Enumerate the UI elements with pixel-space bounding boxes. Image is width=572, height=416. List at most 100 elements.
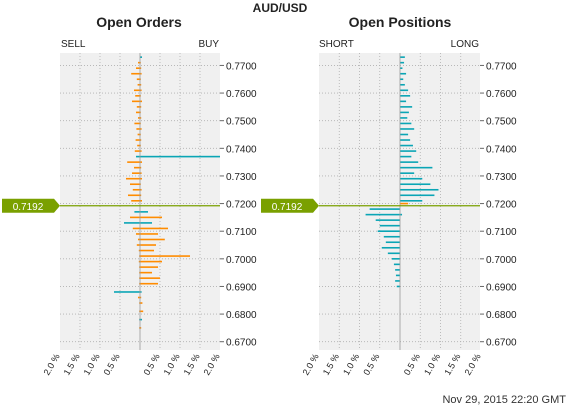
- bar-right: [400, 128, 415, 130]
- percent-tick-label: 0.5 %: [142, 352, 162, 377]
- price-tick-label: 0.7600: [486, 89, 517, 100]
- orders-panel: 0.7700 0.7600 0.7500 0.7400 0.7300 0.7200 0.71…: [42, 53, 257, 377]
- bar-left: [138, 260, 140, 263]
- bar-left: [383, 235, 400, 238]
- bar-left: [377, 230, 400, 232]
- bar-left: [130, 183, 140, 186]
- bar-left: [136, 111, 140, 114]
- bar-right: [140, 266, 158, 268]
- percent-tick-label: 1.0 %: [341, 352, 361, 377]
- panel-title-orders: Open Orders: [96, 14, 182, 30]
- bar-left: [124, 222, 140, 224]
- bar-right: [400, 150, 417, 152]
- price-tick-label: 0.7300: [486, 172, 517, 183]
- bar-right: [140, 271, 152, 274]
- bar-right: [140, 56, 142, 58]
- bar-right: [140, 277, 160, 279]
- bar-left: [127, 161, 140, 163]
- bar-right: [140, 166, 142, 169]
- bar-left: [132, 172, 140, 174]
- bar-left: [137, 83, 140, 86]
- bar-right: [400, 166, 433, 169]
- bar-right: [400, 122, 412, 125]
- bar-right: [140, 249, 154, 252]
- bar-right: [140, 310, 144, 313]
- bar-left: [136, 106, 140, 108]
- plot-background: [319, 53, 480, 350]
- price-tick-label: 0.7600: [226, 89, 257, 100]
- bar-right: [140, 291, 142, 293]
- bar-left: [379, 224, 400, 227]
- bar-right: [140, 282, 158, 285]
- price-tick-label: 0.6800: [226, 310, 257, 321]
- bar-right: [400, 200, 423, 202]
- price-tick-label: 0.7400: [486, 144, 517, 155]
- price-tick-label: 0.7000: [486, 255, 517, 266]
- bar-left: [138, 296, 140, 299]
- price-tick-label: 0.6700: [226, 338, 257, 349]
- bar-right: [140, 200, 142, 202]
- bar-right: [400, 172, 415, 174]
- current-price-label: 0.7192: [272, 202, 303, 213]
- price-tick-label: 0.7100: [486, 227, 517, 238]
- bar-right: [400, 144, 413, 147]
- bar-right: [400, 61, 405, 64]
- bar-left: [131, 72, 140, 75]
- panel-left-label-positions: SHORT: [319, 39, 354, 50]
- bar-left: [136, 128, 140, 130]
- bar-right: [140, 172, 142, 174]
- bar-right: [140, 150, 142, 152]
- bar-right: [400, 56, 405, 58]
- price-tick-label: 0.6900: [226, 282, 257, 293]
- bar-right: [400, 67, 403, 69]
- price-tick-label: 0.7500: [226, 117, 257, 128]
- bar-left: [137, 144, 140, 147]
- bar-left: [135, 95, 140, 97]
- bar-right: [140, 260, 162, 263]
- panel-right-label-orders: BUY: [198, 39, 219, 50]
- percent-tick-label: 0.5 %: [402, 352, 422, 377]
- bar-right: [140, 100, 142, 103]
- bar-right: [140, 211, 148, 213]
- bar-left: [387, 252, 400, 255]
- price-tick-label: 0.7700: [486, 61, 517, 72]
- bar-left: [365, 213, 400, 216]
- percent-tick-label: 1.5 %: [182, 352, 202, 377]
- bar-right: [400, 188, 439, 191]
- bar-left: [132, 188, 140, 191]
- price-tick-label: 0.7000: [226, 255, 257, 266]
- price-tick-label: 0.7400: [226, 144, 257, 155]
- bar-right: [140, 83, 142, 86]
- bar-right: [140, 106, 142, 108]
- bar-right: [400, 111, 409, 114]
- timestamp: Nov 29, 2015 22:20 GMT: [442, 394, 566, 406]
- bar-right: [140, 233, 158, 235]
- bar-left: [131, 200, 140, 202]
- bar-right: [140, 302, 143, 304]
- bar-left: [393, 263, 400, 266]
- current-price-marker: [2, 198, 60, 213]
- bar-right: [140, 244, 156, 246]
- percent-tick-label: 2.0 %: [202, 352, 222, 377]
- bar-right: [140, 216, 162, 219]
- bar-left: [136, 67, 140, 69]
- bar-right: [140, 188, 142, 191]
- bar-right: [140, 222, 152, 224]
- bar-left: [135, 139, 140, 141]
- bar-right: [400, 161, 419, 163]
- percent-tick-label: 2.0 %: [301, 352, 321, 377]
- bar-left: [132, 227, 140, 230]
- bar-left: [134, 122, 140, 125]
- bar-right: [140, 117, 142, 119]
- bar-right: [140, 296, 142, 299]
- pair-title: AUD/USD: [253, 1, 308, 15]
- percent-tick-label: 2.0 %: [42, 352, 62, 377]
- price-tick-label: 0.7100: [226, 227, 257, 238]
- bar-left: [134, 166, 140, 169]
- bar-left: [396, 285, 400, 288]
- bar-right: [400, 117, 408, 119]
- price-tick-label: 0.7500: [486, 117, 517, 128]
- percent-tick-label: 2.0 %: [463, 352, 483, 377]
